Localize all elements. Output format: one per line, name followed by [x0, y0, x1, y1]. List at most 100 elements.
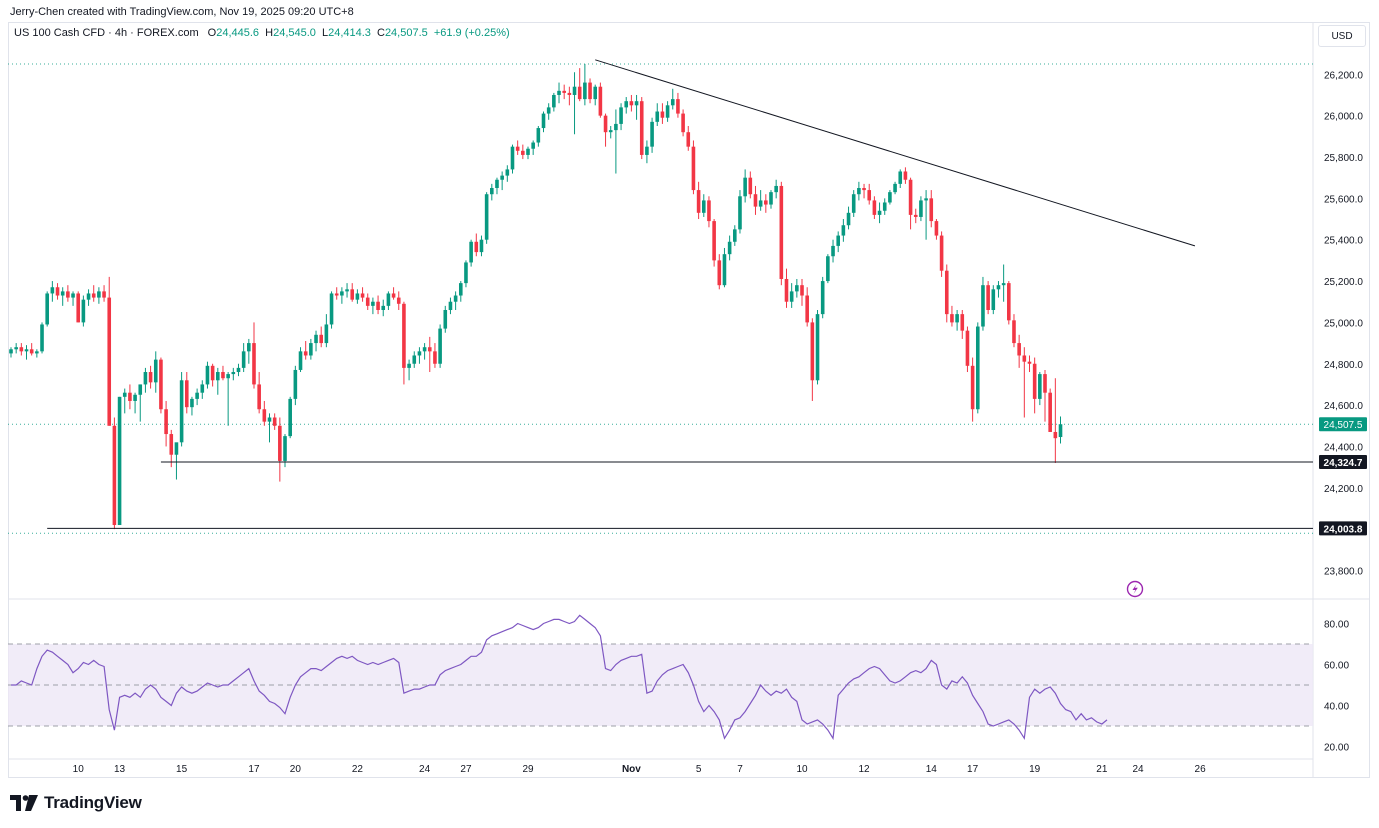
candle-body — [795, 285, 799, 292]
chart-frame — [8, 22, 1370, 778]
tradingview-logo[interactable]: TradingView — [10, 793, 142, 813]
candle-body — [531, 142, 535, 149]
candle-body — [815, 314, 820, 381]
candle-body — [836, 235, 840, 246]
candle-body — [97, 291, 101, 298]
candle-body — [577, 86, 582, 100]
candle-body — [784, 278, 789, 302]
candle-body — [293, 369, 298, 399]
candle-body — [221, 372, 225, 379]
candle-body — [944, 270, 949, 315]
candle-body — [495, 179, 499, 189]
candle-body — [329, 293, 334, 325]
candle-body — [738, 196, 742, 230]
candle-body — [334, 293, 339, 296]
candle-body — [159, 359, 163, 410]
candle-body — [371, 301, 375, 306]
tradingview-wordmark: TradingView — [44, 793, 142, 812]
candle-body — [970, 365, 975, 410]
rsi-tick-label: 40.00 — [1324, 702, 1349, 713]
candle-body — [262, 409, 267, 422]
candle-body — [831, 245, 835, 257]
time-tick-label: 5 — [696, 764, 702, 775]
price-tick-label: 25,800.0 — [1324, 153, 1363, 164]
candle-body — [391, 293, 396, 298]
candle-body — [660, 111, 665, 118]
candle-body — [603, 115, 608, 133]
lightning-icon[interactable] — [1126, 580, 1144, 598]
candle-body — [908, 179, 913, 215]
change-value: +61.9 (+0.25%) — [433, 27, 510, 39]
candle-body — [800, 285, 804, 296]
candle-body — [112, 425, 117, 526]
candle-body — [758, 200, 763, 207]
candle-body — [226, 374, 230, 379]
candle-body — [1027, 361, 1032, 364]
time-tick-label: 17 — [967, 764, 979, 775]
time-tick-label: 19 — [1029, 764, 1041, 775]
symbol-legend: US 100 Cash CFD · 4h · FOREX.com O24,445… — [14, 27, 513, 39]
candle-body — [1048, 392, 1052, 432]
candle-body — [882, 202, 887, 211]
time-tick-label: 26 — [1195, 764, 1207, 775]
candle-body — [148, 372, 153, 383]
symbol-title: US 100 Cash CFD · 4h · FOREX.com — [14, 27, 199, 39]
candle-body — [996, 285, 1001, 290]
candle-body — [433, 351, 437, 364]
candle-body — [50, 287, 55, 294]
candle-body — [247, 343, 251, 352]
candle-body — [200, 384, 205, 393]
candle-body — [975, 326, 980, 410]
candle-body — [40, 324, 44, 352]
price-tick-label: 25,600.0 — [1324, 194, 1363, 205]
candle-body — [303, 351, 308, 356]
candle-body — [872, 200, 877, 215]
time-tick-label: 21 — [1096, 764, 1108, 775]
candle-body — [205, 365, 210, 385]
candle-body — [324, 324, 329, 344]
candle-body — [66, 291, 70, 298]
candle-body — [427, 347, 432, 352]
candle-body — [298, 351, 303, 370]
candle-body — [898, 171, 903, 184]
candle-body — [1007, 283, 1011, 321]
candle-body — [733, 229, 737, 242]
support-badge-label: 24,003.8 — [1324, 524, 1363, 535]
candle-body — [210, 365, 215, 381]
candle-body — [981, 285, 985, 327]
candle-body — [396, 297, 401, 304]
candle-body — [598, 86, 603, 116]
candle-body — [190, 398, 194, 408]
candle-body — [862, 188, 866, 191]
candle-body — [552, 94, 556, 108]
candle-body — [1001, 283, 1006, 286]
candle-body — [557, 90, 561, 95]
candle-body — [340, 291, 344, 296]
candle-body — [696, 190, 701, 213]
time-axis: 10 13 15 17 20 22 24 27 29 Nov 5 7 10 12 14 17 19 21 24 26 — [73, 764, 1206, 775]
candle-body — [412, 355, 417, 364]
candle-body — [283, 436, 287, 461]
currency-selector[interactable]: USD — [1318, 25, 1366, 47]
candle-body — [645, 146, 649, 155]
candle-body — [779, 185, 784, 279]
candle-body — [35, 351, 39, 354]
candle-body — [748, 177, 753, 195]
open-value: 24,445.6 — [216, 27, 260, 39]
time-tick-label: 7 — [737, 764, 743, 775]
candle-body — [1043, 374, 1047, 393]
price-pane: 23,800.024,000.024,200.024,400.024,600.0… — [8, 22, 1370, 778]
candle-body — [588, 82, 592, 100]
high-label: H — [265, 27, 274, 39]
candle-body — [515, 146, 520, 151]
attribution-text: Jerry-Chen created with TradingView.com,… — [10, 6, 354, 18]
candle-body — [484, 194, 489, 240]
close-value: 24,507.5 — [384, 27, 428, 39]
trend-line — [595, 59, 1196, 247]
price-tick-label: 24,800.0 — [1324, 360, 1363, 371]
candle-body — [505, 169, 510, 176]
candle-body — [1012, 320, 1016, 344]
low-label: L — [321, 27, 329, 39]
candle-body — [934, 221, 939, 236]
